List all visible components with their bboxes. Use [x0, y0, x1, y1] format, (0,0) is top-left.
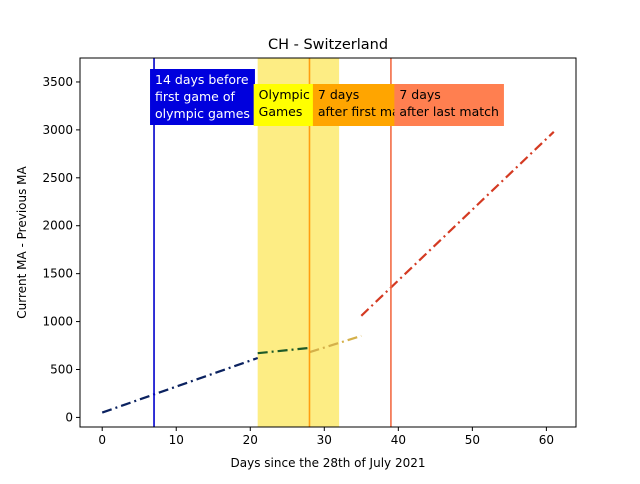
x-tick-label: 30: [317, 433, 332, 447]
plot-frame: [79, 57, 577, 428]
chart-title: CH - Switzerland: [268, 37, 388, 53]
annotation-text: 14 days before: [155, 72, 249, 87]
annotation-text: olympic games: [155, 106, 250, 121]
series-line-2: [257, 346, 310, 355]
x-tick-label: 60: [539, 433, 554, 447]
annotation-box: [253, 84, 315, 126]
annotation-text: first game of: [155, 89, 235, 104]
annotation-1: 14 days before first game of olympic games: [150, 69, 255, 125]
y-tick-label: 1500: [42, 267, 73, 281]
annotation-4: 7 days after last match: [394, 84, 504, 126]
annotation-text: Games: [259, 104, 303, 119]
annotation-box: [394, 84, 504, 126]
y-tick-label: 0: [65, 410, 73, 424]
x-tick-label: 20: [243, 433, 258, 447]
x-tick-label: 50: [465, 433, 480, 447]
x-axis-label: Days since the 28th of July 2021: [231, 456, 426, 470]
y-tick-label: 3000: [42, 123, 73, 137]
y-tick-label: 500: [50, 362, 73, 376]
annotation-2: Olympic Games: [253, 84, 315, 126]
annotation-text: Olympic: [259, 87, 310, 102]
annotation-box: [150, 69, 255, 125]
annotation-text: after last match: [399, 104, 499, 119]
x-tick-label: 0: [98, 433, 106, 447]
series-line-4: [360, 131, 555, 317]
annotation-text: 7 days: [318, 87, 359, 102]
x-tick-label: 10: [169, 433, 184, 447]
annotation-text: after first match: [318, 104, 419, 119]
y-axis-label: Current MA - Previous MA: [15, 165, 29, 318]
y-tick-label: 2500: [42, 171, 73, 185]
y-tick-label: 1000: [42, 315, 73, 329]
series-line-1: [101, 356, 259, 414]
x-tick-label: 40: [391, 433, 406, 447]
series-line-3: [309, 334, 362, 354]
annotation-text: 7 days: [399, 87, 440, 102]
y-tick-label: 2000: [42, 219, 73, 233]
y-tick-label: 3500: [42, 75, 73, 89]
